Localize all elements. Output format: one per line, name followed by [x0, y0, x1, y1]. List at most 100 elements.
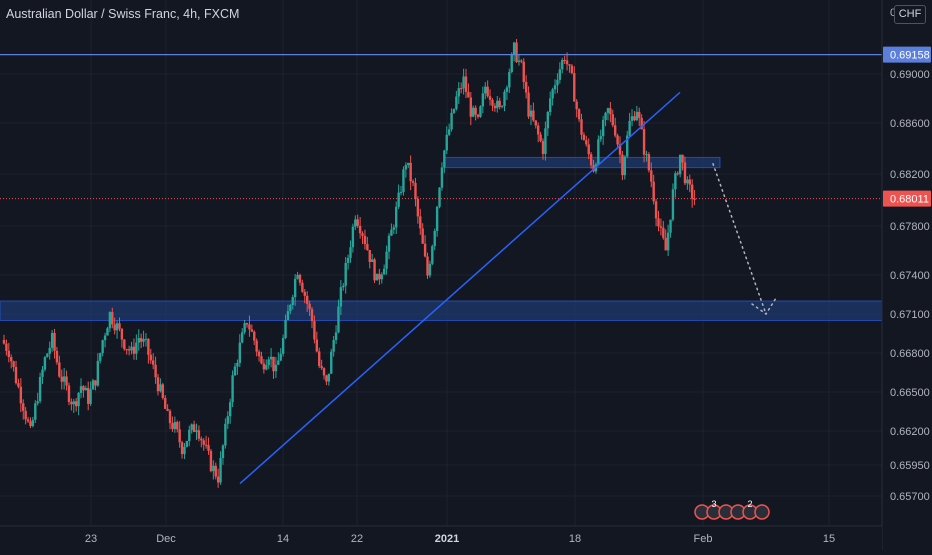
candle-bull	[101, 340, 104, 354]
candle-bear	[640, 117, 643, 130]
candle-bear	[272, 356, 275, 372]
resistance-price-tag	[883, 46, 931, 63]
candle-bull	[291, 297, 294, 305]
candle-bear	[180, 442, 184, 455]
time-tick-label: 14	[277, 533, 289, 545]
candle-bull	[380, 274, 383, 280]
candle-bull	[428, 263, 432, 276]
candle-bull	[296, 274, 299, 279]
candle-bear	[176, 422, 179, 430]
candle-bull	[375, 273, 379, 281]
candle-bear	[524, 82, 528, 93]
candle-bear	[60, 376, 63, 382]
candle-bull	[219, 457, 222, 483]
candle-bear	[421, 228, 424, 244]
candle-bear	[132, 346, 136, 354]
candle-bear	[320, 366, 323, 369]
candle-bear	[467, 91, 470, 98]
candle-bull	[479, 106, 482, 117]
candle-bear	[527, 92, 530, 117]
time-tick-label: Dec	[156, 533, 176, 545]
candle-bull	[190, 424, 193, 430]
candle-bull	[370, 259, 374, 263]
candle-bear	[570, 65, 574, 74]
chart-title: Australian Dollar / Swiss Franc, 4h, FXC…	[6, 7, 240, 21]
candle-bear	[17, 383, 20, 387]
event-badge[interactable]: 2	[730, 499, 770, 520]
time-axis	[0, 526, 882, 550]
candle-bull	[447, 129, 451, 135]
candle-bull	[241, 332, 244, 343]
candle-bull	[438, 187, 441, 207]
candle-bear	[14, 367, 18, 384]
candle-bull	[212, 465, 215, 472]
candle-bull	[281, 337, 285, 354]
candle-bull	[233, 366, 237, 376]
candle-bear	[29, 421, 32, 427]
candle-bull	[38, 376, 42, 402]
candle-bull	[630, 116, 634, 121]
candle-bear	[469, 97, 473, 117]
candle-bear	[419, 216, 422, 229]
price-tick-label: 0.69000	[890, 69, 930, 81]
candle-bull	[34, 403, 37, 420]
candle-bull	[159, 384, 162, 392]
candle-bear	[411, 181, 415, 183]
candle-bear	[253, 331, 256, 341]
price-tick-label: 0.66500	[890, 387, 930, 399]
candle-bear	[539, 134, 542, 142]
candle-bear	[690, 184, 694, 199]
currency-badge[interactable]: CHF	[894, 5, 926, 24]
candle-bear	[356, 219, 359, 226]
candle-bear	[166, 408, 169, 411]
candle-bull	[645, 154, 648, 156]
candle-bear	[426, 256, 429, 276]
candle-bull	[457, 88, 460, 97]
candle-bear	[638, 111, 641, 118]
price-tick-label: 0.67800	[890, 221, 930, 233]
candle-bear	[2, 340, 6, 344]
price-tick-label: 0.65700	[890, 491, 930, 503]
candle-bear	[582, 134, 586, 141]
candle-bear	[366, 244, 369, 250]
candle-bear	[308, 303, 311, 310]
candle-bull	[503, 91, 506, 107]
candle-bull	[50, 332, 54, 348]
candle-bull	[496, 100, 499, 109]
candle-bear	[161, 384, 165, 398]
candle-bull	[188, 429, 191, 442]
candle-bear	[178, 429, 181, 443]
candles-layer	[2, 38, 696, 488]
candle-bear	[681, 154, 684, 163]
candle-bear	[313, 321, 316, 340]
price-axis-partial-label: 0	[890, 7, 896, 19]
candle-bear	[565, 60, 569, 65]
candle-bear	[151, 360, 155, 365]
candle-bull	[226, 416, 229, 424]
time-tick-label: 18	[569, 533, 581, 545]
candle-bear	[168, 410, 172, 424]
candle-bear	[248, 324, 251, 330]
candle-bear	[536, 125, 540, 135]
candle-bull	[505, 87, 509, 92]
candle-bear	[611, 114, 614, 126]
candle-bear	[662, 227, 665, 238]
candle-bear	[82, 386, 85, 391]
candle-bull	[484, 86, 487, 94]
candle-bear	[24, 410, 27, 420]
candle-bull	[601, 119, 605, 137]
candle-bear	[664, 237, 667, 251]
candle-bull	[342, 285, 345, 288]
event-badge[interactable]: 3	[694, 499, 734, 520]
candle-bear	[171, 423, 174, 430]
candle-bear	[416, 198, 420, 217]
candle-bear	[127, 349, 131, 351]
candle-bull	[221, 445, 225, 458]
candle-bull	[72, 401, 75, 405]
candle-bear	[125, 349, 128, 351]
candle-bull	[686, 179, 689, 184]
candle-bear	[149, 354, 152, 361]
candle-bear	[587, 144, 590, 155]
